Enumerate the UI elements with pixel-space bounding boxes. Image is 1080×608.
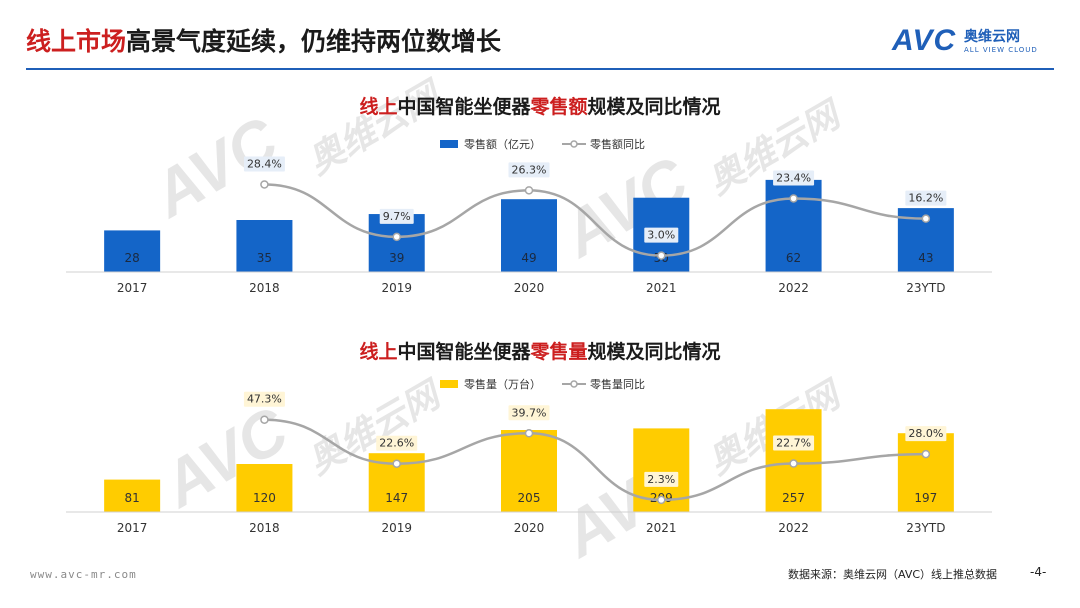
yoy-marker: [392, 459, 401, 468]
bar-value-label: 43: [918, 251, 933, 265]
legend-bar-swatch: [440, 380, 458, 388]
yoy-marker: [921, 214, 931, 223]
yoy-label: 23.4%: [776, 171, 811, 184]
bar-value-label: 205: [518, 491, 541, 505]
bar: [104, 230, 161, 272]
page-title-rest: 高景气度延续，仍维持两位数增长: [126, 27, 502, 56]
footer-url: www.avc-mr.com: [30, 568, 137, 581]
yoy-label-bg: [379, 208, 414, 224]
yoy-marker: [392, 232, 401, 242]
bar-value-label: 35: [257, 251, 272, 265]
bar-value-label: 257: [782, 491, 805, 505]
bar-value-label: 81: [125, 491, 140, 505]
legend-line-label: 零售额同比: [590, 137, 645, 151]
yoy-marker: [260, 415, 269, 424]
yoy-marker: [657, 251, 666, 260]
yoy-label: 39.7%: [512, 406, 547, 419]
yoy-marker: [789, 459, 798, 468]
yoy-label: 28.0%: [908, 427, 943, 440]
bar: [897, 433, 954, 512]
yoy-label: 16.2%: [908, 192, 943, 205]
yoy-label: 26.3%: [512, 163, 547, 176]
bar-value-label: 197: [914, 491, 937, 505]
yoy-marker: [524, 429, 534, 438]
chart-title-sales-volume: 线上中国智能坐便器零售量规模及同比情况: [359, 341, 721, 363]
footer-source: 数据来源：奥维云网（AVC）线上推总数据: [788, 568, 998, 581]
yoy-label: 3.0%: [647, 229, 675, 242]
x-tick-label: 2022: [778, 281, 809, 295]
yoy-label-bg: [644, 471, 679, 487]
yoy-label: 47.3%: [247, 393, 282, 406]
bar-value-label: 62: [786, 251, 801, 265]
logo-mark: AVC: [892, 24, 957, 57]
x-tick-label: 2019: [381, 521, 412, 535]
x-tick-label: 2022: [778, 521, 809, 535]
yoy-marker: [524, 186, 534, 195]
header-divider: [26, 68, 1054, 70]
x-tick-label: 2017: [117, 521, 148, 535]
bar-value-label: 120: [253, 491, 276, 505]
yoy-label: 2.3%: [647, 473, 675, 486]
yoy-marker: [921, 449, 931, 459]
bar: [104, 479, 161, 512]
x-tick-label: 2019: [381, 281, 412, 295]
yoy-label-bg: [508, 162, 550, 178]
yoy-label: 28.4%: [247, 157, 282, 170]
legend-bar-swatch: [440, 140, 458, 148]
yoy-marker: [789, 194, 798, 203]
bar: [501, 430, 557, 512]
yoy-label-bg: [905, 190, 947, 206]
chart-title-sales-amount: 线上中国智能坐便器零售额规模及同比情况: [359, 96, 721, 118]
chart-sales-amount: 零售额（亿元）零售额同比2835394950624320172018201920…: [66, 137, 992, 295]
yoy-label-bg: [508, 405, 550, 421]
page-title-highlight: 线上市场: [26, 27, 127, 56]
yoy-line: [264, 183, 926, 257]
yoy-label-bg: [773, 170, 815, 186]
page-title: 线上市场高景气度延续，仍维持两位数增长: [26, 22, 501, 58]
yoy-marker: [657, 495, 666, 505]
yoy-label-bg: [773, 435, 815, 451]
yoy-line: [264, 418, 926, 502]
x-tick-label: 2020: [514, 521, 545, 535]
logo-name-en: ALL VIEW CLOUD: [964, 46, 1038, 54]
x-tick-label: 2018: [249, 281, 280, 295]
yoy-label-bg: [243, 391, 285, 407]
avc-logo: AVC 奥维云网 ALL VIEW CLOUD: [892, 24, 1062, 64]
yoy-label: 22.7%: [776, 437, 811, 450]
legend-bar-label: 零售量（万台）: [464, 377, 541, 391]
bar: [236, 220, 293, 272]
yoy-label-bg: [644, 227, 679, 243]
bar-value-label: 49: [521, 251, 536, 265]
legend-bar-label: 零售额（亿元）: [464, 137, 541, 151]
x-tick-label: 23YTD: [906, 281, 945, 295]
page-number: -4-: [1030, 565, 1047, 579]
yoy-label-bg: [376, 435, 418, 451]
x-tick-label: 23YTD: [906, 521, 945, 535]
logo-name-cn: 奥维云网: [964, 29, 1020, 45]
yoy-marker: [260, 180, 269, 189]
legend-line-marker: [570, 140, 578, 148]
x-tick-label: 2018: [249, 521, 280, 535]
bar: [501, 199, 557, 272]
x-tick-label: 2021: [646, 521, 677, 535]
x-tick-label: 2021: [646, 281, 677, 295]
bar: [236, 464, 293, 512]
bar-value-label: 28: [125, 251, 140, 265]
bar-value-label: 147: [385, 491, 408, 505]
yoy-label-bg: [243, 156, 285, 172]
legend-line-label: 零售量同比: [590, 377, 645, 391]
yoy-label: 22.6%: [379, 437, 414, 450]
bar-value-label: 39: [389, 251, 404, 265]
chart-sales-volume: 零售量（万台）零售量同比8112014720520925719720172018…: [66, 377, 992, 535]
x-tick-label: 2017: [117, 281, 148, 295]
yoy-label-bg: [905, 426, 947, 442]
yoy-label: 9.7%: [383, 210, 411, 223]
legend-line-marker: [570, 380, 578, 388]
x-tick-label: 2020: [514, 281, 545, 295]
